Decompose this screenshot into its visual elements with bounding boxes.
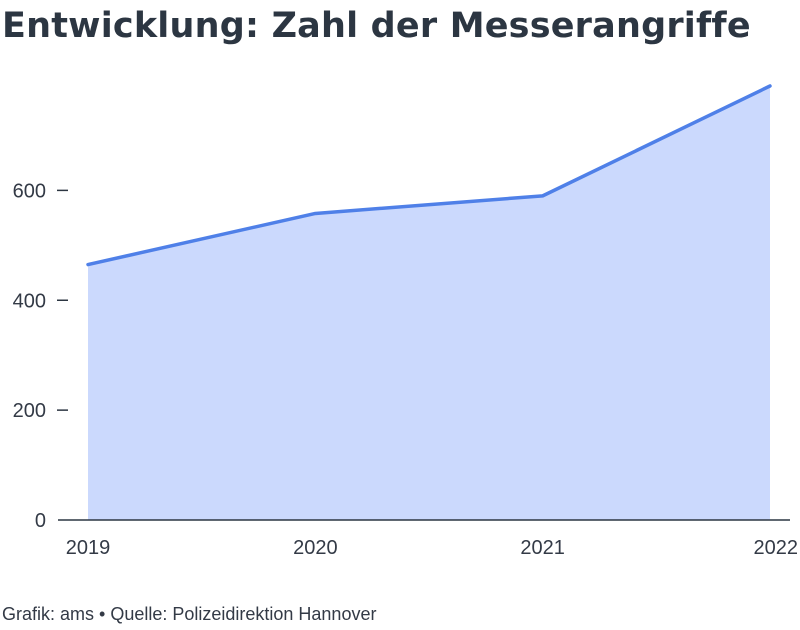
y-tick-label-600: 600 (13, 180, 46, 202)
series-line (86, 84, 772, 267)
series-area-fill (88, 86, 770, 520)
y-tick-label-200: 200 (13, 400, 46, 422)
chart-title: Entwicklung: Zahl der Messerangriffe (2, 6, 751, 46)
y-tick-label-0: 0 (35, 510, 46, 532)
source-note: Grafik: ams • Quelle: Polizeidirektion H… (2, 604, 377, 624)
x-tick-label-2022: 2022 (754, 537, 799, 559)
x-tick-label-2020: 2020 (293, 537, 338, 559)
x-axis: 2019 2020 2021 2022 (66, 537, 798, 559)
y-axis: 0 200 400 600 (13, 180, 68, 532)
x-tick-label-2019: 2019 (66, 537, 111, 559)
y-tick-label-400: 400 (13, 290, 46, 312)
x-tick-label-2021: 2021 (520, 537, 565, 559)
